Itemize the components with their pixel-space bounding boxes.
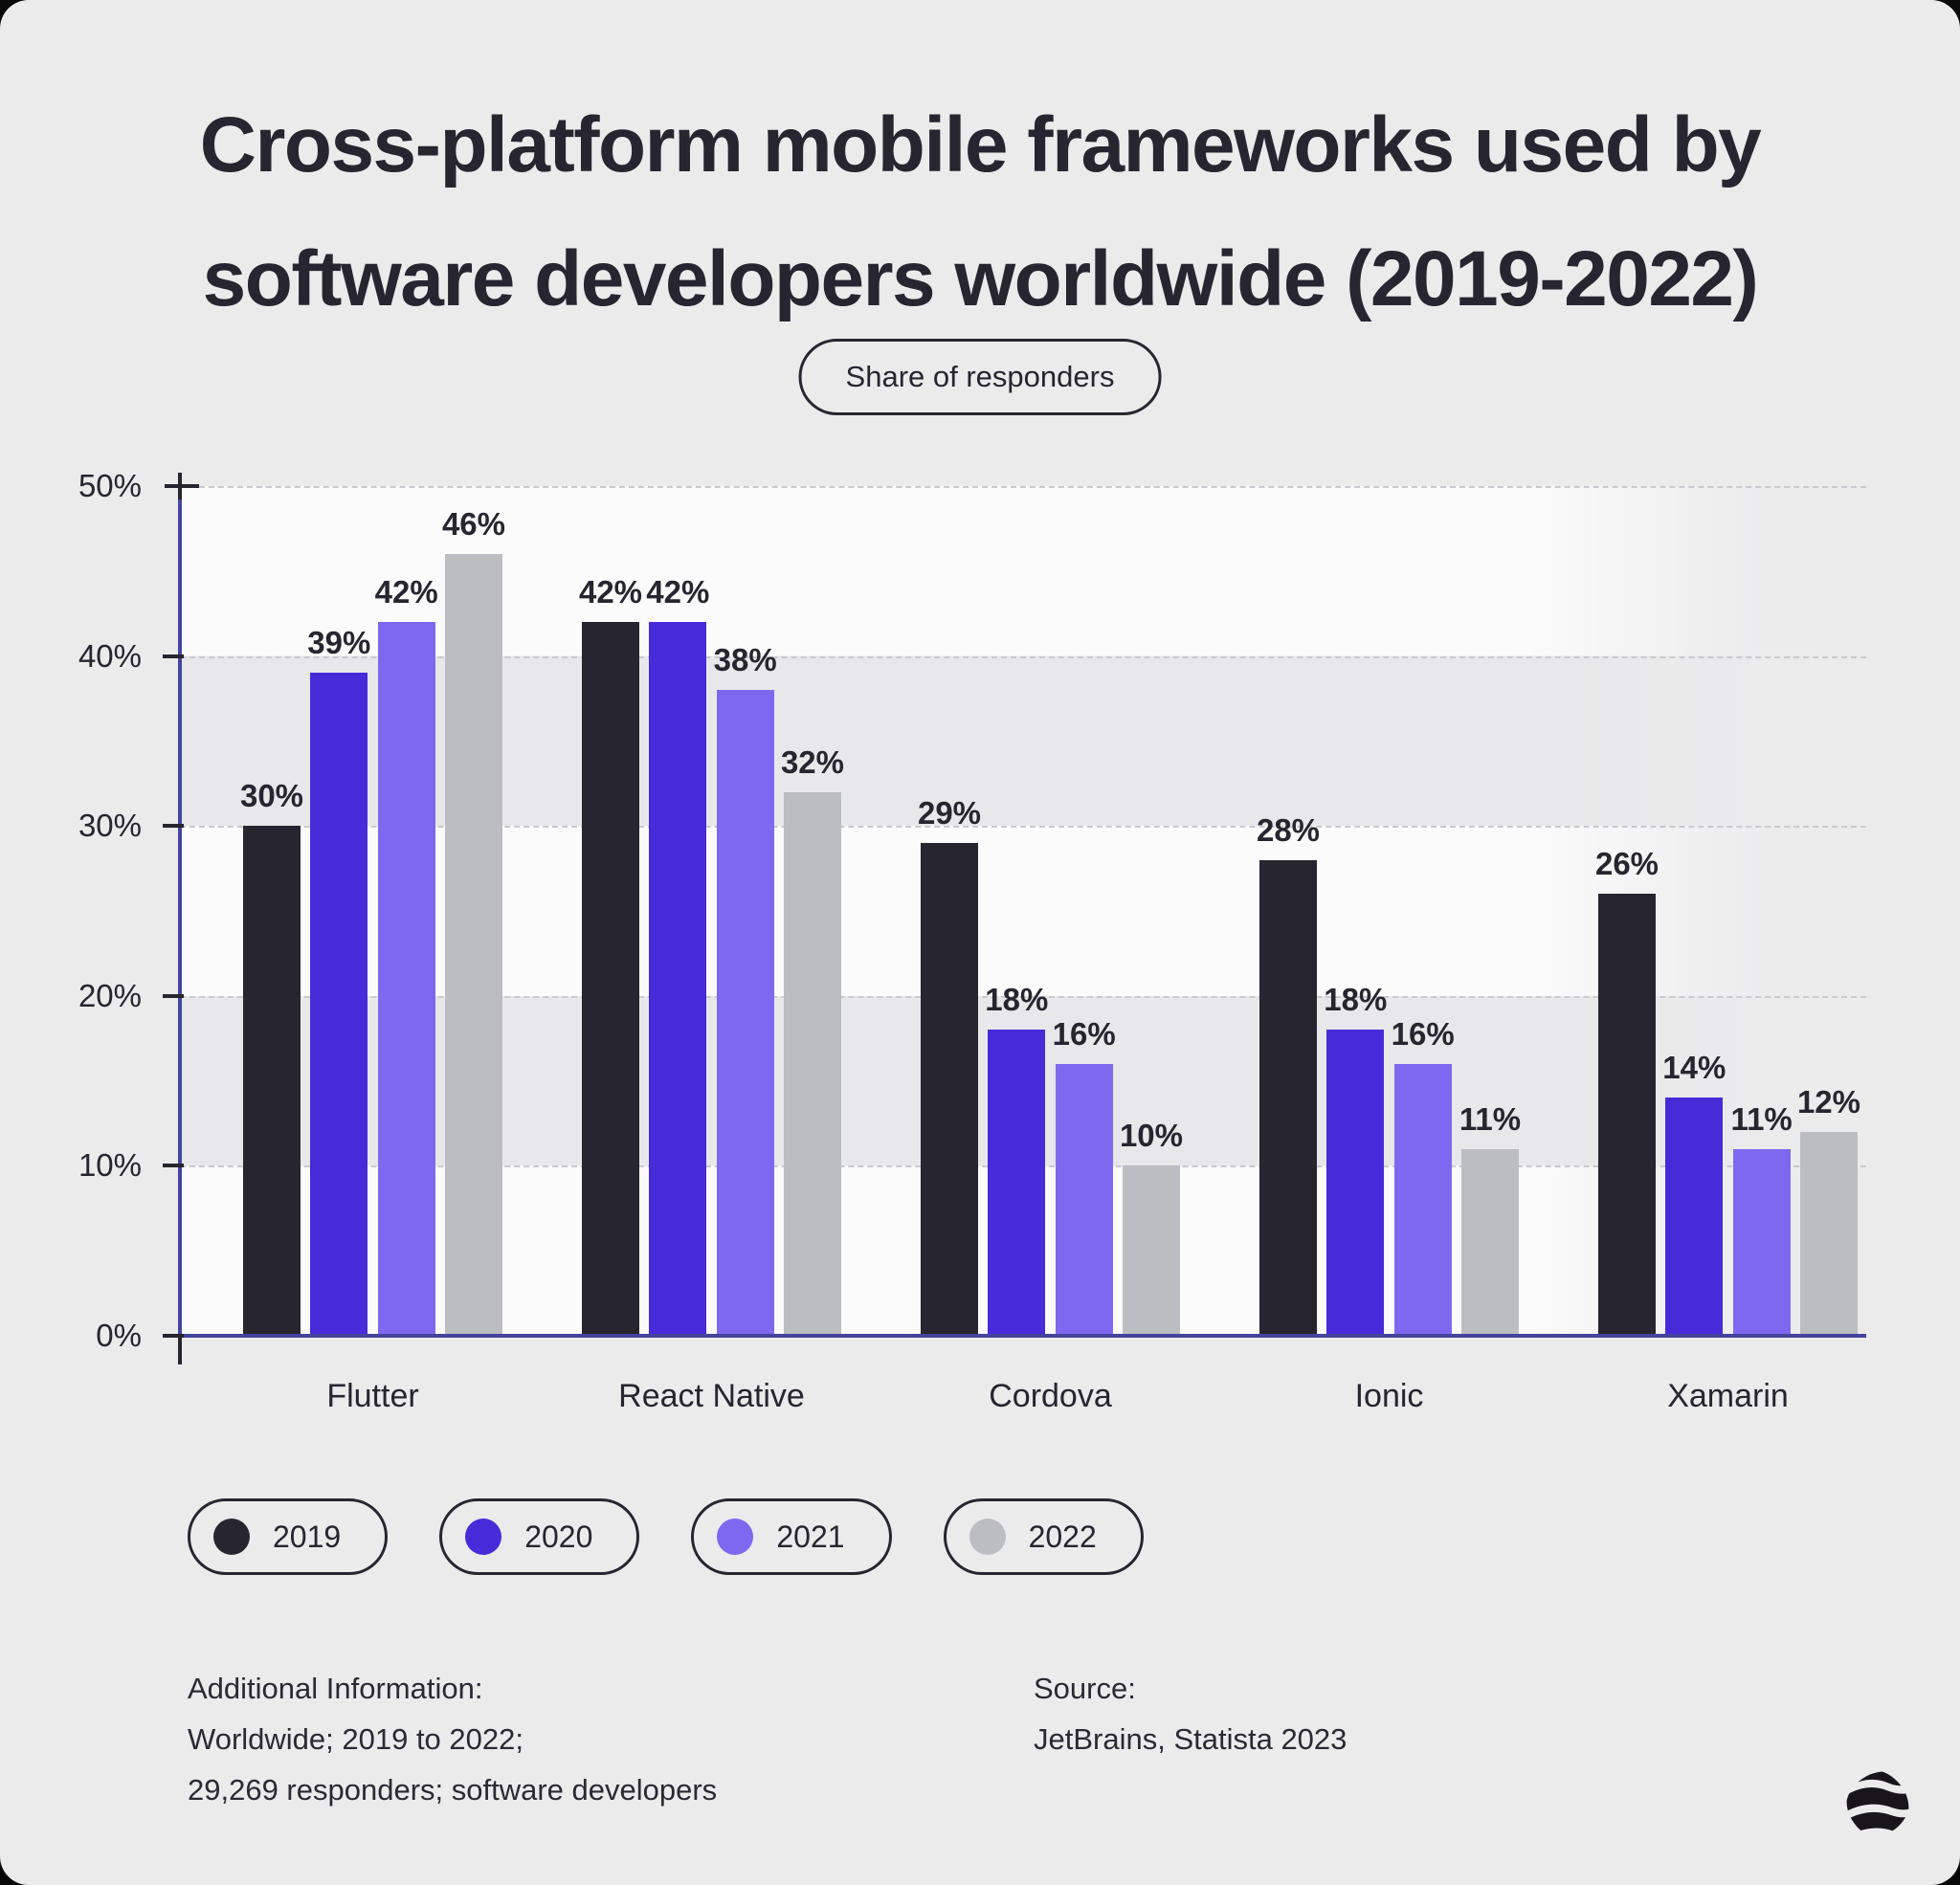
bar-value-label: 14% (1662, 1050, 1726, 1086)
additional-information-line: Worldwide; 2019 to 2022; (188, 1722, 523, 1756)
gridline (180, 995, 1866, 998)
gridline (180, 826, 1866, 829)
y-axis-label: 50% (78, 468, 142, 503)
bar-value-label: 42% (374, 574, 438, 610)
chart-title-line2: software developers worldwide (2019-2022… (202, 235, 1759, 322)
bar-groups: 30% 39% 42% 46% Flutter 42% 42% 38% 32% React Nat… (240, 486, 1866, 1414)
y-axis-tick (163, 824, 184, 829)
legend-pill-2019[interactable]: 2019 (188, 1498, 389, 1575)
legend-label: 2020 (524, 1519, 593, 1554)
y-axis-line (178, 486, 182, 1338)
legend-dot-2021 (717, 1519, 754, 1555)
bar-react-native-2019: 42% (579, 574, 642, 1336)
legend-pill-2022[interactable]: 2022 (943, 1498, 1144, 1575)
bar-value-label: 26% (1594, 846, 1659, 882)
bar-value-label: 39% (307, 625, 371, 661)
bar-ionic-2022: 11% (1459, 1101, 1521, 1336)
bar-group-flutter: 30% 39% 42% 46% Flutter (240, 486, 505, 1414)
legend-dot-2019 (213, 1519, 250, 1555)
y-axis-label: 30% (78, 808, 142, 844)
legend-label: 2021 (776, 1519, 845, 1554)
legend-pill-2021[interactable]: 2021 (691, 1498, 892, 1575)
legend-label: 2022 (1028, 1519, 1097, 1554)
bar-value-label: 11% (1730, 1100, 1793, 1137)
additional-information-label: Additional Information: (188, 1672, 483, 1705)
bar-group-ionic: 28% 18% 16% 11% Ionic (1257, 486, 1521, 1414)
x-axis-label-ionic: Ionic (1354, 1378, 1424, 1414)
legend-label: 2019 (273, 1519, 342, 1554)
bar-cordova-2020: 18% (985, 982, 1048, 1336)
y-axis-tick-50 (165, 484, 199, 488)
bar-react-native-2022: 32% (781, 744, 844, 1336)
bar-value-label: 18% (1324, 982, 1388, 1018)
bar-xamarin-2021: 11% (1731, 1101, 1793, 1336)
bar-value-label: 12% (1796, 1083, 1861, 1120)
y-axis-tick (163, 1164, 184, 1168)
bar-value-label: 16% (1052, 1015, 1116, 1052)
bar-value-label: 38% (713, 642, 777, 678)
bar-value-label: 11% (1459, 1100, 1522, 1137)
y-axis-label: 0% (96, 1318, 142, 1353)
additional-information-line: 29,269 responders; software developers (188, 1773, 718, 1807)
y-axis-label: 10% (78, 1147, 142, 1184)
bar-group-cordova: 29% 18% 16% 10% Cordova (918, 486, 1183, 1414)
x-axis-label-flutter: Flutter (326, 1378, 419, 1414)
bar-cordova-2022: 10% (1120, 1118, 1183, 1336)
bar-value-label: 16% (1391, 1015, 1455, 1052)
y-axis-label: 20% (78, 977, 142, 1013)
bar-value-label: 28% (1256, 811, 1321, 848)
additional-information: Additional Information: Worldwide; 2019 … (188, 1663, 717, 1815)
bar-xamarin-2022: 12% (1797, 1084, 1860, 1336)
bar-xamarin-2020: 14% (1662, 1050, 1726, 1336)
bar-ionic-2020: 18% (1324, 982, 1387, 1336)
chart-title: Cross-platform mobile frameworks used by… (0, 78, 1960, 346)
bar-group-react-native: 42% 42% 38% 32% React Native (579, 486, 844, 1414)
bar-ionic-2019: 28% (1257, 812, 1320, 1336)
bar-flutter-2022: 46% (442, 506, 505, 1336)
x-axis-label-xamarin: Xamarin (1667, 1378, 1789, 1414)
bar-flutter-2019: 30% (240, 778, 303, 1336)
bar-ionic-2021: 16% (1392, 1016, 1455, 1336)
bar-chart: 50% 40% 30% 20% 10% 0% 30% 39% 42% 46% Flutter 42%… (78, 468, 1866, 1414)
x-axis-label-react-native: React Native (618, 1378, 805, 1414)
bar-value-label: 29% (917, 794, 982, 831)
bar-value-label: 42% (646, 574, 710, 610)
legend-pill-2020[interactable]: 2020 (439, 1498, 640, 1575)
legend-dot-2022 (969, 1519, 1006, 1555)
gridline (180, 486, 1866, 488)
source-line: JetBrains, Statista 2023 (1034, 1722, 1348, 1756)
chart-title-line1: Cross-platform mobile frameworks used by (199, 101, 1762, 188)
y-axis-tick (163, 654, 184, 658)
bar-value-label: 10% (1119, 1118, 1184, 1154)
bar-react-native-2020: 42% (646, 574, 709, 1336)
y-axis-label: 40% (78, 637, 142, 674)
bar-value-label: 18% (985, 982, 1049, 1018)
bar-flutter-2020: 39% (307, 625, 370, 1336)
bar-cordova-2019: 29% (918, 795, 981, 1336)
bar-react-native-2021: 38% (714, 642, 777, 1336)
source-label: Source: (1034, 1672, 1136, 1705)
source-note: Source: JetBrains, Statista 2023 (1034, 1663, 1347, 1764)
x-axis-line (180, 1334, 1866, 1338)
legend-dot-2020 (465, 1519, 502, 1555)
bar-value-label: 32% (780, 743, 845, 780)
bar-value-label: 42% (578, 574, 643, 610)
y-axis-top-tick (178, 473, 182, 499)
bar-value-label: 30% (239, 778, 304, 814)
bar-xamarin-2019: 26% (1595, 846, 1659, 1336)
bar-group-xamarin: 26% 14% 11% 12% Xamarin (1595, 486, 1860, 1414)
legend: 2019 2020 2021 2022 (188, 1498, 1144, 1575)
bar-cordova-2021: 16% (1053, 1016, 1116, 1336)
x-axis-origin-tick (178, 1338, 182, 1364)
units-badge: Share of responders (798, 339, 1162, 415)
brand-logo (1845, 1770, 1910, 1839)
bar-value-label: 46% (441, 506, 506, 543)
x-axis-label-cordova: Cordova (989, 1378, 1112, 1414)
y-axis-tick (163, 993, 184, 998)
gridline (180, 655, 1866, 658)
bar-flutter-2021: 42% (375, 574, 438, 1336)
y-axis-tick (163, 1334, 184, 1338)
